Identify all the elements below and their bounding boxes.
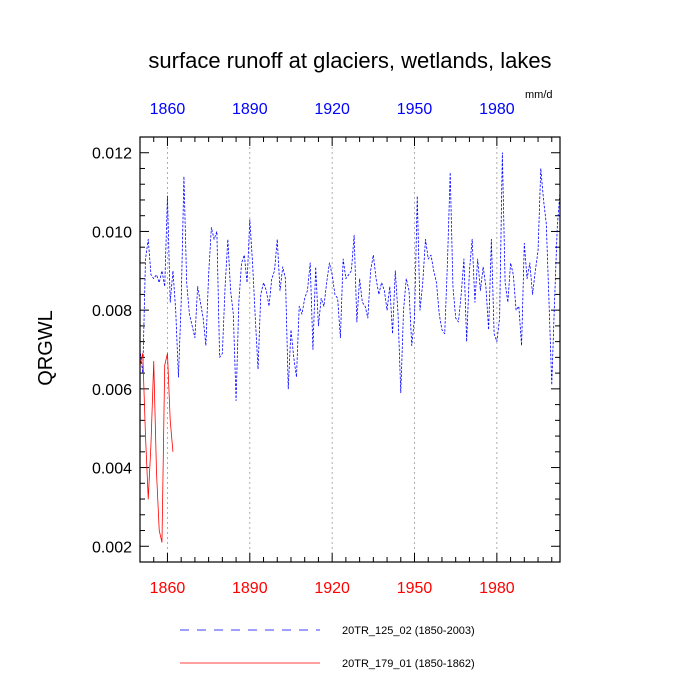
y-axis-label: QRGWL xyxy=(35,310,57,386)
x-tick-label-top: 1890 xyxy=(232,101,268,118)
labels-layer: 1860 1860 1890 1890 1920 1920 1950 1950 1980 1980… xyxy=(92,101,515,597)
y-tick-label: 0.012 xyxy=(92,146,132,163)
y-tick-label: 0.004 xyxy=(92,461,132,478)
y-tick-label: 0.010 xyxy=(92,224,132,241)
x-tick-label-bottom: 1890 xyxy=(232,580,268,597)
x-tick-label-bottom: 1950 xyxy=(397,580,433,597)
x-tick-label-bottom: 1860 xyxy=(150,580,186,597)
chart-title: surface runoff at glaciers, wetlands, la… xyxy=(148,48,551,73)
x-tick-label-bottom: 1920 xyxy=(314,580,350,597)
x-tick-label-bottom: 1980 xyxy=(479,580,515,597)
x-tick-label-top: 1920 xyxy=(314,101,350,118)
y-tick-label: 0.008 xyxy=(92,303,132,320)
series-line-1 xyxy=(139,152,561,402)
units-label: mm/d xyxy=(525,89,553,101)
y-tick-label: 0.002 xyxy=(92,539,132,556)
series-layer xyxy=(139,152,561,543)
x-tick-label-top: 1860 xyxy=(150,101,186,118)
grid-layer xyxy=(167,137,498,562)
y-tick-label: 0.006 xyxy=(92,382,132,399)
x-tick-label-top: 1950 xyxy=(397,101,433,118)
series-line-2 xyxy=(139,353,174,543)
legend-label-series1: 20TR_125_02 (1850-2003) xyxy=(342,625,475,637)
legend-label-series2: 20TR_179_01 (1850-1862) xyxy=(342,658,475,670)
x-tick-label-top: 1980 xyxy=(479,101,515,118)
plot-frame xyxy=(139,136,561,563)
legend: 20TR_125_02 (1850-2003) 20TR_179_01 (185… xyxy=(180,625,475,670)
